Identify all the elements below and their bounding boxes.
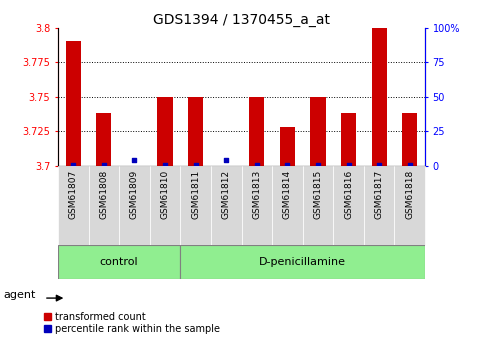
Text: agent: agent [3,290,36,300]
Bar [188,97,203,166]
Bar [58,166,88,245]
Bar [88,166,119,245]
Point [161,162,169,168]
Bar [58,245,180,279]
Bar [150,166,180,245]
Bar [280,127,295,166]
Title: GDS1394 / 1370455_a_at: GDS1394 / 1370455_a_at [153,12,330,27]
Bar [395,166,425,245]
Bar [249,97,265,166]
Point [253,162,261,168]
Bar [402,113,417,166]
Text: control: control [100,257,139,267]
Bar [119,166,150,245]
Bar [180,166,211,245]
Point [406,162,413,168]
Bar [211,166,242,245]
Text: GSM61818: GSM61818 [405,169,414,219]
Text: GSM61812: GSM61812 [222,169,231,219]
Text: GSM61817: GSM61817 [375,169,384,219]
Bar [272,166,303,245]
Text: GSM61815: GSM61815 [313,169,323,219]
Text: GSM61811: GSM61811 [191,169,200,219]
Bar [157,97,173,166]
Bar [180,245,425,279]
Bar [242,166,272,245]
Text: GSM61807: GSM61807 [69,169,78,219]
Text: GSM61814: GSM61814 [283,169,292,219]
Text: GSM61808: GSM61808 [99,169,108,219]
Point [345,162,353,168]
Text: GSM61816: GSM61816 [344,169,353,219]
Bar [96,113,112,166]
Bar [341,113,356,166]
Text: GSM61809: GSM61809 [130,169,139,219]
Bar [66,41,81,166]
Bar [303,166,333,245]
Text: GSM61813: GSM61813 [252,169,261,219]
Point [314,162,322,168]
Point [100,162,108,168]
Bar [371,28,387,166]
Point [192,162,199,168]
Point [222,157,230,163]
Point [375,162,383,168]
Text: GSM61810: GSM61810 [160,169,170,219]
Bar [333,166,364,245]
Point [70,162,77,168]
Point [130,157,138,163]
Point [284,162,291,168]
Bar [311,97,326,166]
Legend: transformed count, percentile rank within the sample: transformed count, percentile rank withi… [43,312,220,334]
Bar [364,166,395,245]
Text: D-penicillamine: D-penicillamine [259,257,346,267]
